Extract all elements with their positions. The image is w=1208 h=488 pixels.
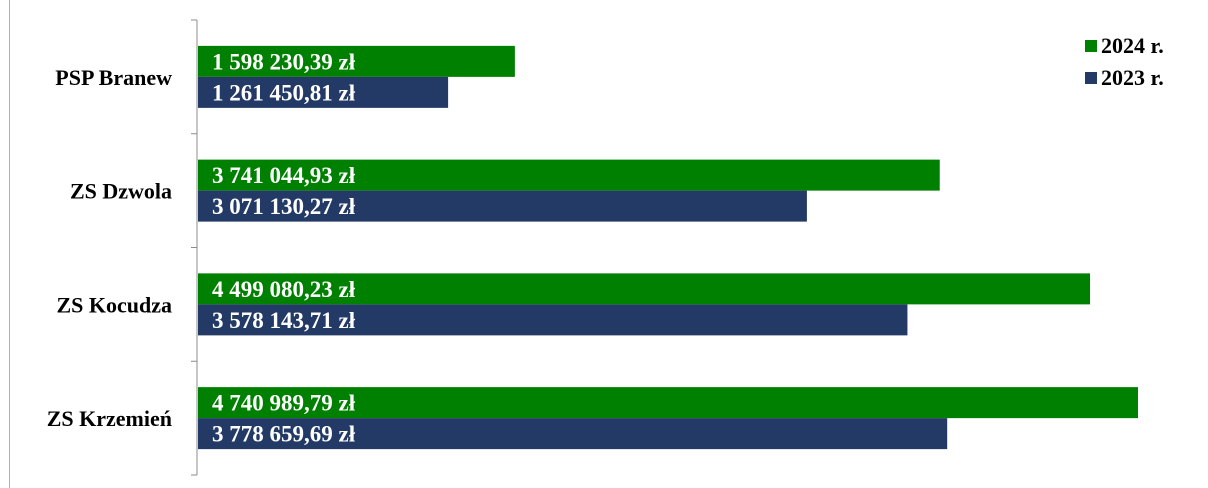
bar-2024: [198, 45, 515, 77]
bar-value-label: 4 740 989,79 zł: [212, 391, 356, 416]
bar-value-label: 3 071 130,27 zł: [212, 194, 356, 219]
legend-item-2023: 2023 r.: [1085, 62, 1164, 94]
bar-2024: [198, 273, 1091, 305]
category-label: ZS Kocudza: [56, 292, 172, 317]
bar-value-label: 1 598 230,39 zł: [212, 49, 356, 74]
legend-label-2023: 2023 r.: [1101, 65, 1164, 90]
left-border-line: [9, 0, 10, 488]
legend-label-2024: 2024 r.: [1101, 33, 1164, 58]
category-label: ZS Dzwola: [70, 179, 172, 204]
legend-item-2024: 2024 r.: [1085, 30, 1164, 62]
bar-value-label: 4 499 080,23 zł: [212, 277, 356, 302]
bar-value-label: 3 778 659,69 zł: [212, 422, 356, 447]
bar-2023: [198, 190, 807, 222]
bar-value-label: 3 578 143,71 zł: [212, 308, 356, 333]
bar-2023: [198, 304, 908, 336]
category-label: ZS Krzemień: [47, 406, 172, 431]
bar-2024: [198, 387, 1138, 419]
legend-swatch-2024: [1085, 40, 1097, 52]
legend: 2024 r. 2023 r.: [1085, 30, 1164, 94]
category-label: PSP Branew: [55, 65, 172, 90]
bar-value-label: 3 741 044,93 zł: [212, 163, 356, 188]
bar-2024: [198, 159, 940, 191]
bar-value-label: 1 261 450,81 zł: [212, 80, 356, 105]
legend-swatch-2023: [1085, 72, 1097, 84]
bar-2023: [198, 418, 948, 450]
bar-2023: [198, 76, 449, 108]
